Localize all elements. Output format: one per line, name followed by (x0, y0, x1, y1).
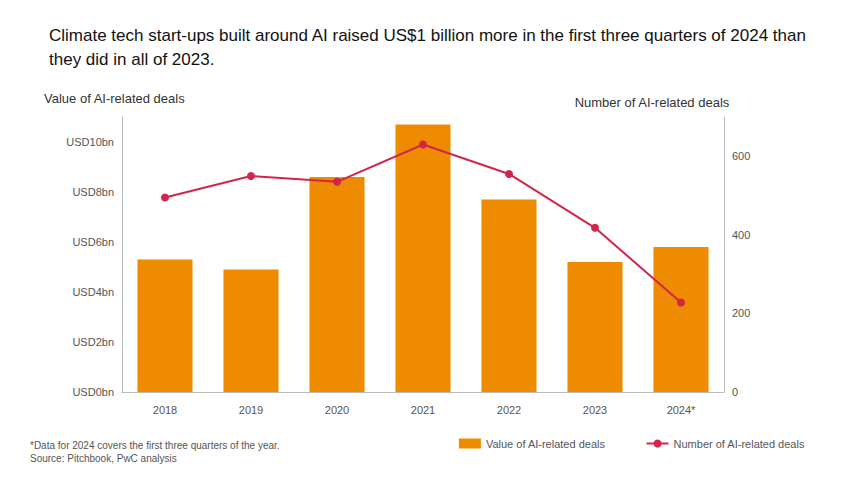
svg-text:they did in all of 2023.: they did in all of 2023. (49, 50, 214, 69)
svg-text:USD0bn: USD0bn (72, 386, 114, 398)
svg-text:*Data for 2024 covers the firs: *Data for 2024 covers the first three qu… (30, 440, 280, 451)
svg-text:200: 200 (732, 307, 750, 319)
svg-text:Number of AI-related deals: Number of AI-related deals (674, 438, 805, 450)
svg-text:Source: Pitchbook, PwC analysi: Source: Pitchbook, PwC analysis (30, 453, 177, 464)
svg-text:2023: 2023 (583, 404, 607, 416)
svg-text:Value of AI-related deals: Value of AI-related deals (44, 91, 185, 106)
svg-text:600: 600 (732, 150, 750, 162)
svg-text:400: 400 (732, 229, 750, 241)
svg-text:USD8bn: USD8bn (72, 186, 114, 198)
svg-text:USD10bn: USD10bn (66, 136, 114, 148)
svg-text:Value of AI-related deals: Value of AI-related deals (486, 438, 606, 450)
svg-text:2021: 2021 (411, 404, 435, 416)
svg-text:2024*: 2024* (667, 404, 696, 416)
svg-text:USD6bn: USD6bn (72, 236, 114, 248)
svg-text:USD2bn: USD2bn (72, 336, 114, 348)
svg-text:2018: 2018 (153, 404, 177, 416)
svg-text:USD4bn: USD4bn (72, 286, 114, 298)
svg-text:2019: 2019 (239, 404, 263, 416)
svg-text:2022: 2022 (497, 404, 521, 416)
svg-text:0: 0 (732, 386, 738, 398)
svg-text:Climate tech start-ups built a: Climate tech start-ups built around AI r… (49, 26, 811, 45)
svg-text:Number of AI-related deals: Number of AI-related deals (575, 95, 730, 110)
svg-text:2020: 2020 (325, 404, 349, 416)
